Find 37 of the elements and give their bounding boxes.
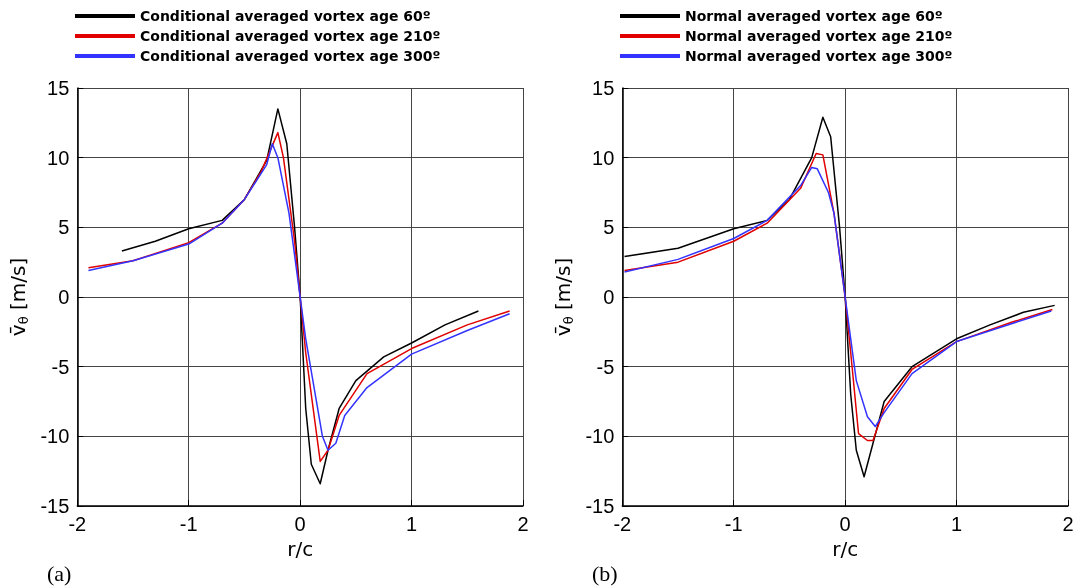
legend-label: Normal averaged vortex age 210º (685, 28, 953, 44)
y-tick-label: 10 (592, 146, 615, 169)
x-tick-label: 2 (517, 513, 529, 535)
y-tick-label: 10 (47, 146, 70, 169)
x-tick-label: -1 (724, 513, 743, 535)
x-tick-label: 0 (839, 513, 851, 535)
x-tick-label: -2 (613, 513, 632, 535)
x-tick-label: 1 (406, 513, 418, 535)
y-tick-label: 5 (603, 216, 615, 239)
line-series (121, 108, 480, 485)
y-axis-title: v̄θ [m/s] (551, 257, 576, 337)
x-tick-label: 0 (294, 513, 306, 535)
text: (b) (592, 560, 618, 586)
x-tick-label: 1 (951, 513, 963, 535)
x-axis-title: r/c (832, 536, 859, 561)
y-tick-label: -5 (51, 355, 70, 378)
legend-label: Conditional averaged vortex age 60º (140, 8, 431, 24)
x-tick-label: -1 (179, 513, 198, 535)
y-tick-label: 15 (592, 77, 615, 99)
x-tick-label: -2 (68, 513, 87, 535)
y-tick-label: -10 (585, 425, 615, 448)
y-tick-label: -5 (596, 355, 615, 378)
y-tick-label: -15 (585, 495, 615, 517)
legend-label: Conditional averaged vortex age 210º (140, 28, 441, 44)
legend-label: Normal averaged vortex age 60º (685, 8, 943, 24)
legend-label: Conditional averaged vortex age 300º (140, 48, 441, 64)
y-tick-label: 5 (58, 216, 70, 239)
y-tick-label: -10 (40, 425, 70, 448)
y-tick-label: 15 (47, 77, 70, 99)
y-tick-label: 0 (603, 286, 615, 308)
y-tick-label: 0 (58, 286, 70, 308)
text: (a) (47, 560, 72, 586)
y-axis-title: v̄θ [m/s] (6, 257, 31, 337)
y-tick-label: -15 (40, 495, 70, 517)
x-axis-title: r/c (287, 536, 314, 561)
legend-label: Normal averaged vortex age 300º (685, 48, 953, 64)
x-tick-label: 2 (1062, 513, 1074, 535)
